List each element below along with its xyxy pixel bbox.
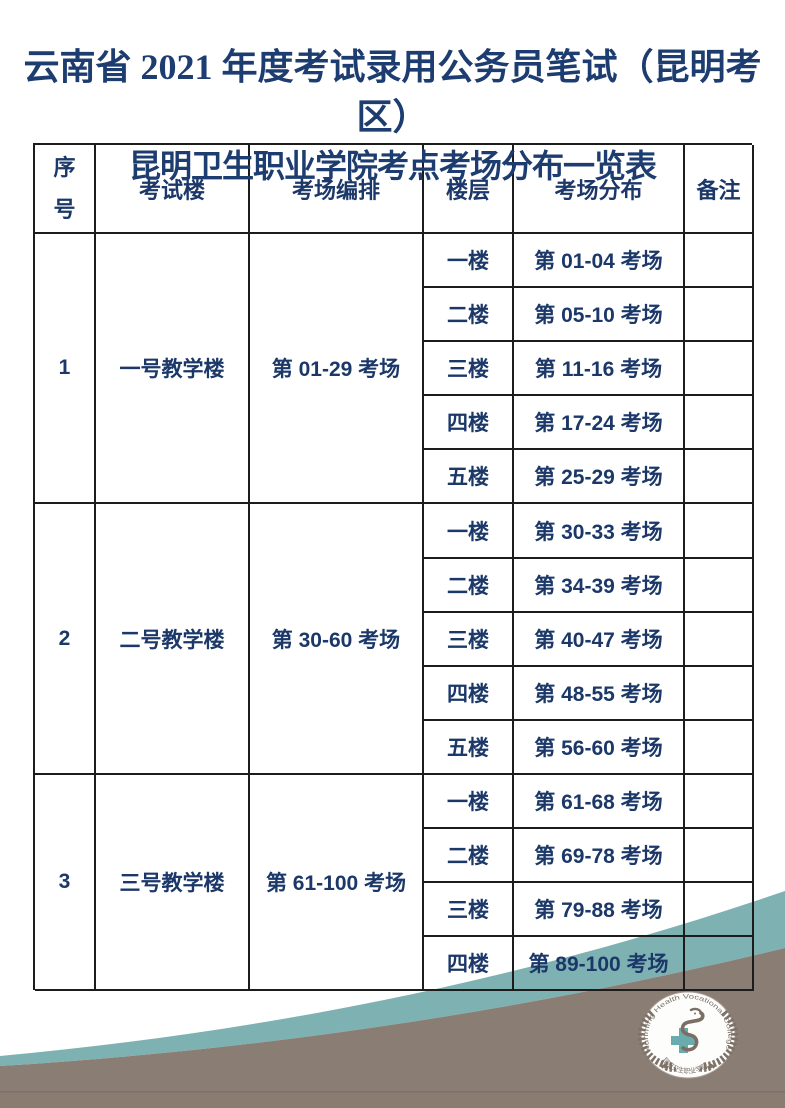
- note-cell: [685, 288, 754, 343]
- section-number: 2: [35, 504, 96, 775]
- note-cell: [685, 396, 754, 451]
- section-number: 1: [35, 234, 96, 505]
- floor-cell: 二楼: [424, 288, 514, 343]
- floor-cell: 二楼: [424, 558, 514, 613]
- rooms-cell: 第 40-47 考场: [514, 612, 685, 667]
- floor-cell: 一楼: [424, 504, 514, 559]
- note-cell: [685, 666, 754, 721]
- rooms-cell: 第 61-68 考场: [514, 774, 685, 830]
- header-cell-range: 考场编排: [250, 145, 424, 234]
- floor-cell: 五楼: [424, 720, 514, 775]
- rooms-cell: 第 89-100 考场: [514, 937, 685, 992]
- floor-cell: 五楼: [424, 450, 514, 505]
- floor-cell: 三楼: [424, 883, 514, 938]
- title-line-2: 昆明卫生职业学院考点考场分布一览表: [128, 148, 657, 184]
- rooms-cell: 第 25-29 考场: [514, 450, 685, 505]
- header-cell-rooms: 考场分布: [514, 145, 685, 234]
- title-line-1: 云南省 2021 年度考试录用公务员笔试（昆明考区）: [23, 47, 762, 137]
- floor-cell: 二楼: [424, 829, 514, 884]
- header-cell-seq: 序号: [35, 145, 96, 234]
- floor-cell: 四楼: [424, 396, 514, 451]
- header-cell-building: 考试楼: [96, 145, 250, 234]
- rooms-cell: 第 34-39 考场: [514, 558, 685, 613]
- note-cell: [685, 504, 754, 559]
- header-cell-note: 备注: [685, 145, 754, 234]
- floor-cell: 三楼: [424, 342, 514, 397]
- rooms-cell: 第 56-60 考场: [514, 720, 685, 775]
- rooms-cell: 第 69-78 考场: [514, 829, 685, 884]
- note-cell: [685, 720, 754, 775]
- rooms-cell: 第 05-10 考场: [514, 288, 685, 343]
- section-number: 3: [35, 774, 96, 992]
- college-logo: Kunming Health Vocational College 昆明卫生职业…: [638, 991, 738, 1079]
- laurel-wreath-bottom-left: [659, 1062, 677, 1072]
- section-range: 第 30-60 考场: [250, 504, 424, 775]
- dragon-icon: [680, 1007, 705, 1052]
- page-title: 云南省 2021 年度考试录用公务员笔试（昆明考区） 昆明卫生职业学院考点考场分…: [0, 42, 785, 190]
- floor-cell: 三楼: [424, 612, 514, 667]
- rooms-cell: 第 48-55 考场: [514, 666, 685, 721]
- note-cell: [685, 450, 754, 505]
- note-cell: [685, 342, 754, 397]
- rooms-cell: 第 11-16 考场: [514, 342, 685, 397]
- floor-cell: 四楼: [424, 937, 514, 992]
- note-cell: [685, 558, 754, 613]
- taupe-swoosh: [0, 948, 785, 1108]
- rooms-cell: 第 30-33 考场: [514, 504, 685, 559]
- section-range: 第 61-100 考场: [250, 774, 424, 992]
- note-cell: [685, 774, 754, 830]
- floor-cell: 四楼: [424, 666, 514, 721]
- floor-cell: 一楼: [424, 774, 514, 830]
- exam-room-table: 序号 考试楼 考场编排 楼层 考场分布 备注 1 一号教学楼 第 01-29 考…: [33, 143, 754, 992]
- rooms-cell: 第 17-24 考场: [514, 396, 685, 451]
- teal-swoosh: [0, 891, 785, 1066]
- footer-edge-line: [0, 1091, 785, 1093]
- medical-cross-icon: [671, 1028, 696, 1053]
- laurel-wreath-right: [703, 1009, 738, 1070]
- header-cell-floor: 楼层: [424, 145, 514, 234]
- laurel-wreath-bottom-right: [699, 1062, 717, 1072]
- rooms-cell: 第 79-88 考场: [514, 883, 685, 938]
- note-cell: [685, 234, 754, 289]
- footer-edge-strip: [0, 1092, 785, 1108]
- note-cell: [685, 829, 754, 884]
- rooms-cell: 第 01-04 考场: [514, 234, 685, 289]
- note-cell: [685, 883, 754, 938]
- section-building: 一号教学楼: [96, 234, 250, 505]
- section-building: 三号教学楼: [96, 774, 250, 992]
- section-range: 第 01-29 考场: [250, 234, 424, 505]
- note-cell: [685, 937, 754, 992]
- laurel-wreath-left: [638, 1009, 673, 1070]
- note-cell: [685, 612, 754, 667]
- floor-cell: 一楼: [424, 234, 514, 289]
- section-building: 二号教学楼: [96, 504, 250, 775]
